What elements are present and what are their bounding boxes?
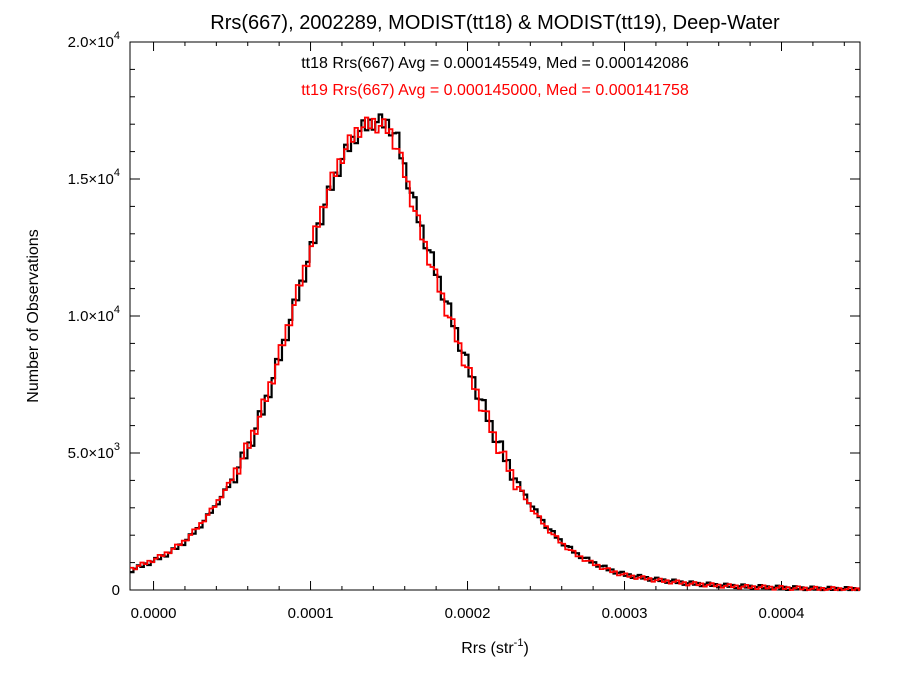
- y-tick-mantissa: 2.0×10: [68, 34, 114, 51]
- series-tt18-histogram: [130, 113, 860, 592]
- x-tick-label: 0.0001: [288, 605, 334, 622]
- series-layer: [130, 113, 860, 592]
- x-axis-label-main: Rrs (str: [461, 640, 514, 657]
- x-tick-label: 0.0000: [131, 605, 177, 622]
- y-axis-label: Number of Observations: [25, 229, 42, 402]
- y-tick-mantissa: 1.0×10: [68, 308, 114, 325]
- x-axis-label-sup: -1: [514, 637, 524, 649]
- y-tick-exponent: 4: [114, 30, 120, 42]
- x-axis-label: Rrs (str-1): [461, 637, 529, 657]
- y-tick-mantissa: 0: [112, 582, 120, 599]
- series-tt19-histogram: [130, 116, 860, 591]
- y-tick-exponent: 4: [114, 304, 120, 316]
- y-tick-label: 1.0×104: [68, 304, 120, 325]
- x-tick-label: 0.0002: [445, 605, 491, 622]
- x-tick-label: 0.0004: [759, 605, 805, 622]
- x-axis-label-close: ): [523, 640, 528, 657]
- y-tick-mantissa: 5.0×10: [68, 445, 114, 462]
- chart-title: Rrs(667), 2002289, MODIST(tt18) & MODIST…: [210, 12, 780, 34]
- x-axis: 0.0000 0.0001 0.0002 0.0003 0.0004: [131, 42, 845, 622]
- y-tick-label: 1.5×104: [68, 167, 120, 188]
- y-tick-label: 2.0×104: [68, 30, 120, 51]
- y-tick-mantissa: 1.5×10: [68, 171, 114, 188]
- y-tick-exponent: 3: [114, 441, 120, 453]
- plot-frame: [129, 41, 861, 591]
- annotation-tt19: tt19 Rrs(667) Avg = 0.000145000, Med = 0…: [301, 82, 689, 99]
- x-tick-label: 0.0003: [602, 605, 648, 622]
- annotation-tt18: tt18 Rrs(667) Avg = 0.000145549, Med = 0…: [301, 55, 689, 72]
- y-tick-label: 0: [112, 582, 120, 599]
- y-tick-exponent: 4: [114, 167, 120, 179]
- y-tick-label: 5.0×103: [68, 441, 120, 462]
